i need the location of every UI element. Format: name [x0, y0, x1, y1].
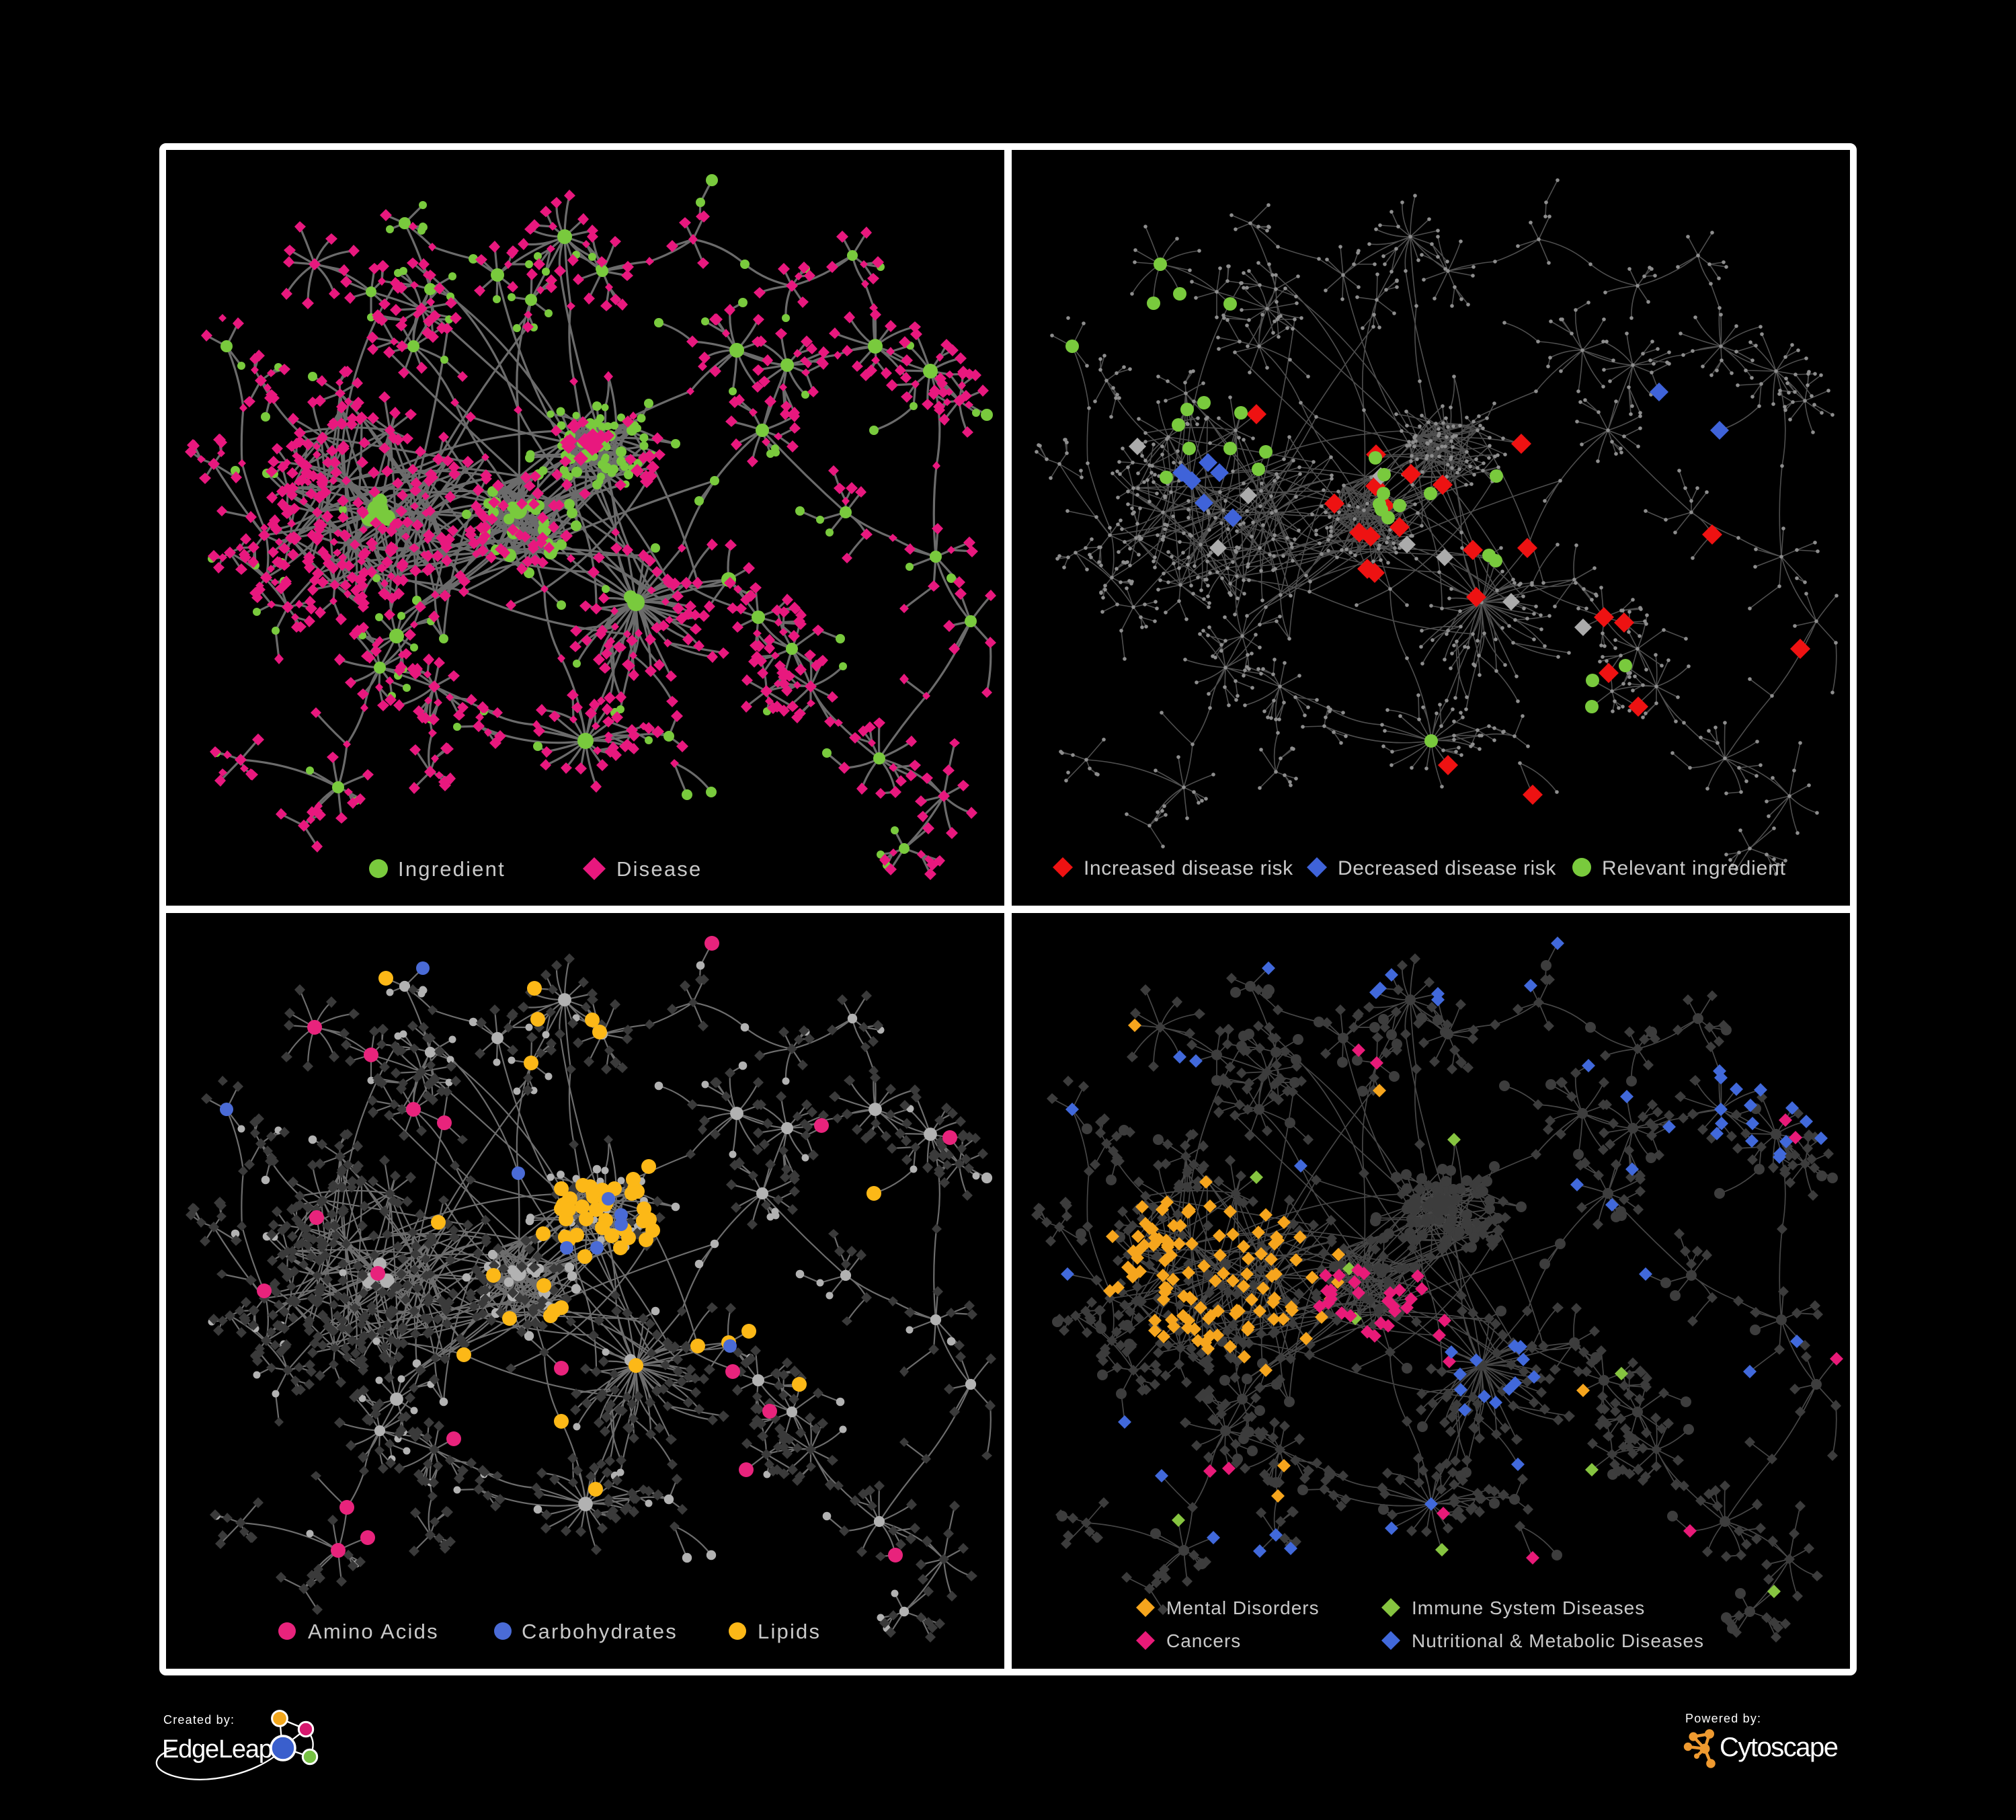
svg-text:Cancers: Cancers — [1166, 1630, 1241, 1651]
svg-text:Mental Disorders: Mental Disorders — [1166, 1597, 1320, 1618]
svg-text:Amino Acids: Amino Acids — [308, 1620, 439, 1643]
svg-text:Powered by:: Powered by: — [1685, 1712, 1761, 1725]
svg-text:Increased disease risk: Increased disease risk — [1084, 857, 1293, 879]
svg-text:Created by:: Created by: — [163, 1713, 235, 1727]
svg-text:Relevant ingredient: Relevant ingredient — [1602, 857, 1786, 879]
svg-text:Nutritional & Metabolic Diseas: Nutritional & Metabolic Diseases — [1412, 1630, 1704, 1651]
svg-text:Carbohydrates: Carbohydrates — [522, 1620, 678, 1643]
svg-text:Ingredient: Ingredient — [398, 857, 506, 881]
svg-text:Cytoscape: Cytoscape — [1720, 1733, 1838, 1762]
svg-text:Disease: Disease — [616, 857, 702, 881]
svg-text:Lipids: Lipids — [758, 1620, 821, 1643]
svg-text:EdgeLeap: EdgeLeap — [162, 1735, 272, 1764]
svg-text:Decreased disease risk: Decreased disease risk — [1338, 857, 1556, 879]
svg-text:Immune System Diseases: Immune System Diseases — [1412, 1597, 1645, 1618]
